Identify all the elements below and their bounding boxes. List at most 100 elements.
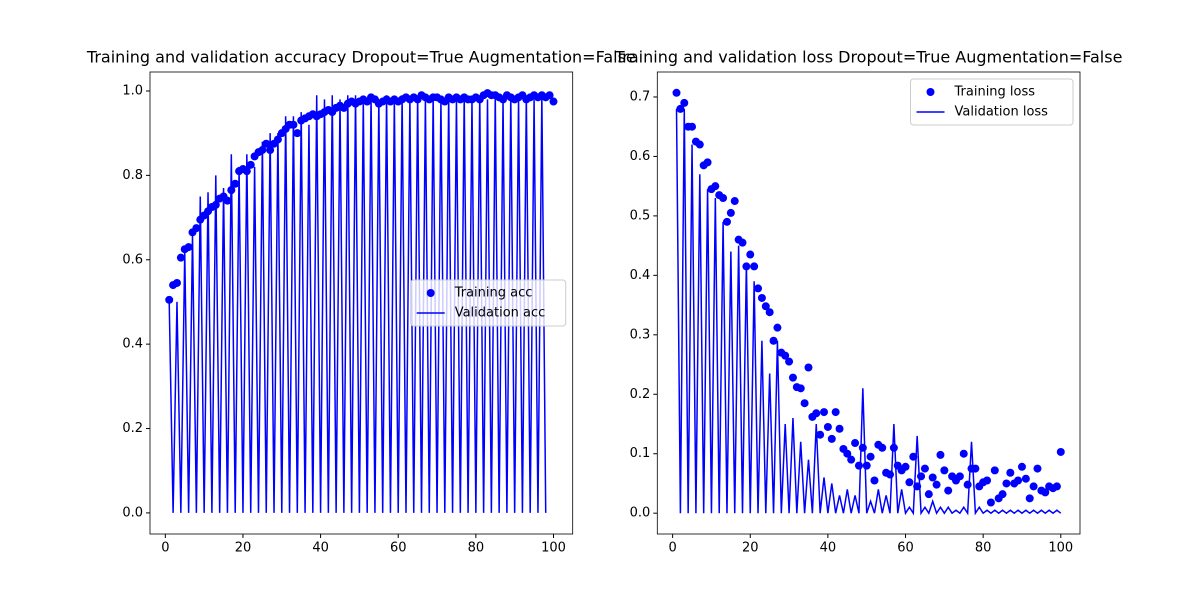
training-point [165, 295, 174, 304]
training-point [746, 250, 755, 259]
training-point [231, 179, 240, 188]
training-point [223, 196, 232, 205]
x-tick-label: 40 [312, 541, 329, 556]
legend-box [910, 78, 1074, 126]
x-tick-label: 100 [1048, 541, 1073, 556]
y-tick-label: 0.1 [630, 446, 651, 461]
training-point [959, 449, 968, 458]
x-tick-label: 0 [668, 541, 676, 556]
training-point [761, 302, 770, 311]
training-point [738, 238, 747, 247]
training-point [998, 490, 1007, 499]
training-point [184, 243, 193, 252]
training-point [246, 160, 255, 169]
training-point [812, 409, 821, 418]
training-point [889, 443, 898, 452]
training-point [963, 480, 972, 489]
training-point [800, 399, 809, 408]
training-point [866, 452, 875, 461]
training-point [955, 472, 964, 481]
training-point [901, 462, 910, 471]
x-tick-label: 20 [235, 541, 252, 556]
training-point [730, 197, 739, 206]
training-point [676, 104, 685, 113]
x-tick-label: 60 [390, 541, 407, 556]
axes-frame [656, 71, 1081, 535]
training-point [944, 486, 953, 495]
training-point [785, 357, 794, 366]
training-point [1002, 479, 1011, 488]
training-point [765, 308, 774, 317]
training-point [804, 363, 813, 372]
x-tick-label: 20 [742, 541, 759, 556]
training-point [816, 430, 825, 439]
training-point [928, 473, 937, 482]
y-tick-label: 1.0 [122, 83, 143, 98]
training-point [680, 98, 689, 107]
training-point [820, 408, 829, 417]
training-point [757, 293, 766, 302]
x-tick-label: 40 [820, 541, 837, 556]
x-tick-label: 0 [161, 541, 169, 556]
validation-line [675, 108, 1062, 516]
legend-box [410, 279, 567, 327]
legend-label: Training loss [954, 85, 1036, 100]
training-point [262, 139, 271, 148]
training-point [1056, 447, 1065, 456]
training-point [781, 351, 790, 360]
training-point [293, 129, 302, 138]
chart-title: Training and validation loss Dropout=Tru… [614, 48, 1123, 67]
y-tick-label: 0.5 [630, 208, 651, 223]
training-point [851, 439, 860, 448]
y-tick-label: 0.8 [122, 168, 143, 183]
training-point [549, 97, 558, 106]
legend-label: Training acc [454, 286, 533, 301]
training-point [176, 253, 185, 262]
training-point [920, 464, 929, 473]
training-point [1029, 482, 1038, 491]
training-point [773, 323, 782, 332]
training-point [983, 476, 992, 485]
training-point [796, 384, 805, 393]
training-point [827, 434, 836, 443]
training-point [545, 91, 554, 100]
training-point [750, 262, 759, 271]
chart-title: Training and validation accuracy Dropout… [86, 48, 636, 67]
y-tick-label: 0.0 [630, 506, 651, 521]
training-point [932, 480, 941, 489]
legend-label: Validation acc [455, 306, 546, 321]
training-point [726, 208, 735, 217]
legend-marker [426, 289, 435, 297]
training-point [695, 140, 704, 149]
axes-frame [149, 71, 574, 535]
training-point [672, 88, 681, 97]
training-point [754, 284, 763, 293]
x-tick-label: 100 [541, 541, 566, 556]
training-point [831, 408, 840, 417]
training-point [719, 194, 728, 203]
y-tick-label: 0.7 [630, 89, 651, 104]
training-point [990, 466, 999, 475]
training-point [823, 422, 832, 431]
training-point [1006, 468, 1015, 477]
training-point [172, 278, 181, 287]
legend-marker [926, 88, 935, 96]
training-point [847, 455, 856, 464]
training-point [936, 450, 945, 459]
training-point [192, 224, 201, 233]
training-point [1014, 476, 1023, 485]
x-tick-label: 60 [897, 541, 914, 556]
training-point [1052, 482, 1061, 491]
training-point [1017, 462, 1026, 471]
validation-line [168, 95, 547, 513]
training-point [858, 443, 867, 452]
training-point [862, 461, 871, 470]
training-point [878, 443, 887, 452]
training-point [885, 470, 894, 479]
y-tick-label: 0.4 [630, 268, 651, 283]
y-tick-label: 0.6 [122, 252, 143, 267]
y-tick-label: 0.0 [122, 505, 143, 520]
training-point [711, 182, 720, 191]
training-point [986, 498, 995, 507]
